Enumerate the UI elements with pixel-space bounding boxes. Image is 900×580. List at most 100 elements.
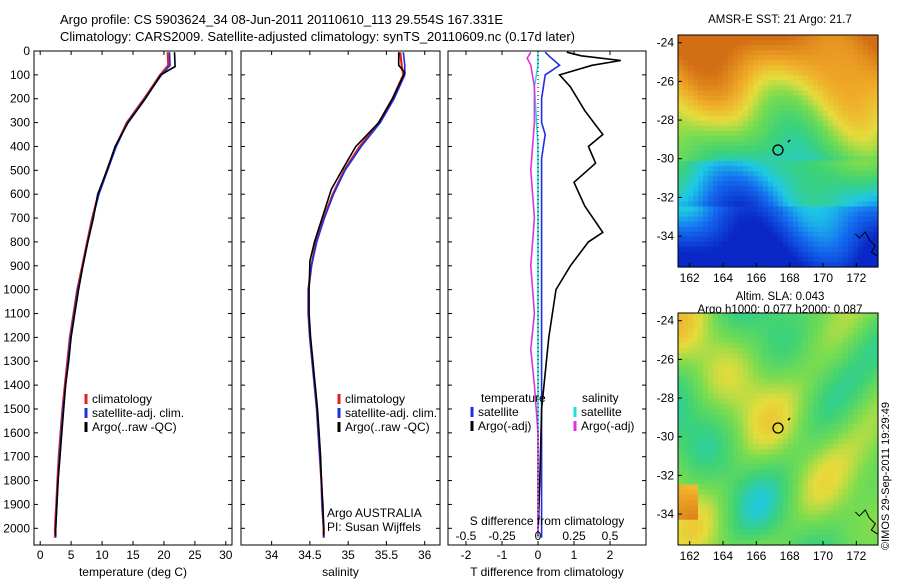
sla-map-cell (693, 318, 699, 324)
sst-map-cell (843, 85, 849, 92)
sst-map-cell (693, 140, 699, 147)
sla-map-cell (848, 363, 854, 370)
sla-map-cell (708, 378, 714, 385)
sla-map-cell (688, 534, 694, 541)
sst-map-cell (828, 45, 834, 51)
sla-map-cell (708, 328, 714, 334)
sla-map-cell (723, 393, 729, 400)
sst-map-cell (678, 181, 684, 187)
sst-map-cell (838, 70, 844, 76)
sla-map-cell (813, 454, 819, 460)
sla-map-cell (683, 338, 689, 344)
sst-map-cell (693, 191, 699, 197)
sla-map-cell (678, 519, 684, 526)
sst-map-cell (748, 166, 754, 172)
sla-map-cell (743, 323, 749, 329)
sla-map-cell (863, 459, 869, 465)
sst-map-cell (743, 191, 749, 197)
sst-map-cell (873, 50, 879, 56)
sst-map-cell (868, 166, 874, 172)
sla-map-cell (833, 328, 839, 334)
sst-map-cell (788, 221, 794, 228)
sla-map-cell (708, 539, 714, 546)
sst-map-cell (738, 60, 744, 66)
sla-map-cell (838, 439, 844, 445)
sst-map-cell (858, 35, 864, 41)
sst-map-cell (703, 151, 709, 157)
sst-map-cell (828, 171, 834, 177)
sla-map-cell (703, 408, 709, 415)
sla-map-cell (678, 474, 684, 481)
sla-map-cell (833, 504, 839, 511)
sla-map-cell (728, 333, 734, 339)
sst-map-cell (688, 100, 694, 107)
sla-map-cell (683, 373, 689, 380)
sla-map-cell (828, 348, 834, 354)
sla-map-cell (858, 489, 864, 496)
sla-map-cell (833, 348, 839, 354)
sla-map-cell (788, 464, 794, 470)
sla-map-cell (698, 373, 704, 380)
sst-map-cell (823, 241, 829, 248)
sla-map-cell (843, 418, 849, 425)
sst-map-cell (743, 206, 749, 213)
sst-map-cell (718, 151, 724, 157)
sst-map-cell (803, 95, 809, 102)
sst-map-cell (828, 156, 834, 162)
sla-map-cell (833, 524, 839, 531)
sla-map-cell (808, 388, 814, 395)
sla-map-cell (818, 489, 824, 496)
sst-map-cell (733, 35, 739, 41)
sst-map-cell (693, 50, 699, 56)
sst-map-cell (848, 261, 854, 268)
sla-map-cell (813, 368, 819, 375)
sst-map-cell (813, 145, 819, 152)
sla-map-cell (863, 323, 869, 329)
sst-map-cell (863, 171, 869, 177)
sst-map-cell (863, 201, 869, 208)
difference-x-tick-label: -2 (461, 548, 472, 562)
difference-x-axis-label: T difference from climatology (470, 565, 624, 579)
sst-map-cell (718, 75, 724, 81)
sst-map-cell (868, 251, 874, 258)
sla-map-cell (728, 423, 734, 430)
sla-map-cell (743, 529, 749, 536)
sst-map-cell (703, 80, 709, 87)
sst-map-cell (823, 55, 829, 61)
sst-map-cell (828, 40, 834, 46)
sla-map-cell (708, 464, 714, 470)
sla-map-cell (708, 388, 714, 395)
sla-map-cell (708, 353, 714, 359)
sla-map-cell (798, 418, 804, 425)
sla-map-cell (873, 333, 879, 339)
sst-map-cell (763, 166, 769, 172)
sla-map-cell (783, 434, 789, 440)
sla-map-cell (743, 338, 749, 344)
sla-map-cell (758, 504, 764, 511)
sla-map-cell (733, 529, 739, 536)
sst-map-cell (738, 201, 744, 208)
sla-map-cell (773, 313, 779, 319)
sla-map-cell (848, 514, 854, 521)
sst-map-cell (753, 90, 759, 97)
sst-map-cell (823, 261, 829, 268)
sla-map-cell (813, 333, 819, 339)
sla-map-cell (823, 529, 829, 536)
sst-map-cell (853, 145, 859, 152)
sst-map-cell (748, 90, 754, 97)
sst-map-cell (868, 120, 874, 127)
sst-map-cell (718, 256, 724, 263)
sst-map-cell (718, 55, 724, 61)
sla-map-cell (718, 388, 724, 395)
sst-map-cell (813, 151, 819, 157)
sst-map-cell (848, 201, 854, 208)
sla-map-cell (743, 439, 749, 445)
sla-map-cell (748, 469, 754, 475)
sla-map-cell (848, 358, 854, 365)
sla-map-cell (793, 534, 799, 541)
sla-map-cell (793, 313, 799, 319)
sst-map-cell (698, 216, 704, 223)
longitude-tick-label: 172 (846, 549, 866, 563)
sst-map-cell (873, 156, 879, 162)
sla-map-cell (753, 373, 759, 380)
